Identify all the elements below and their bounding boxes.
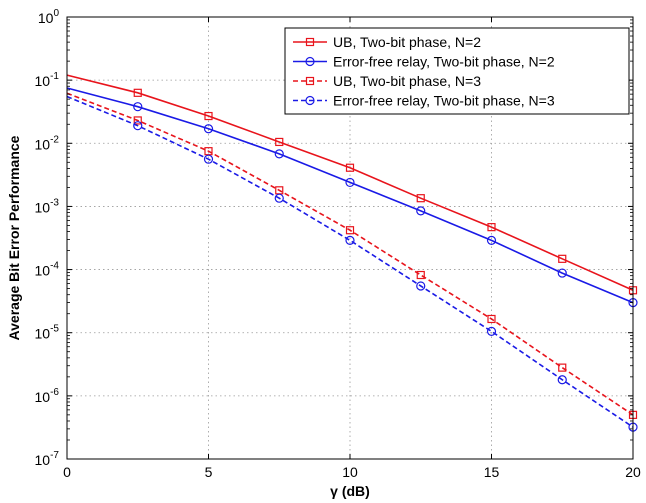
data-point xyxy=(133,102,143,112)
x-tick-label: 10 xyxy=(342,464,358,480)
plot-series xyxy=(66,74,638,432)
data-point xyxy=(204,111,213,121)
data-point xyxy=(345,177,355,188)
series-line xyxy=(66,92,634,416)
x-tick-label: 5 xyxy=(205,464,213,480)
y-tick-label: 10-5 xyxy=(35,324,60,342)
y-tick-label: 10-4 xyxy=(35,261,60,279)
legend-marker xyxy=(305,95,315,106)
data-point xyxy=(345,226,355,235)
data-point xyxy=(133,116,142,125)
legend-label: UB, Two-bit phase, N=3 xyxy=(333,73,481,89)
x-tick-label: 20 xyxy=(625,464,641,480)
series-2 xyxy=(66,87,638,308)
legend-label: Error-free relay, Two-bit phase, N=3 xyxy=(333,93,555,109)
x-tick-label: 15 xyxy=(484,464,500,480)
legend-item: UB, Two-bit phase, N=2 xyxy=(293,34,481,50)
data-point xyxy=(486,235,497,245)
data-point xyxy=(557,375,567,385)
series-1 xyxy=(66,74,638,295)
legend-marker xyxy=(305,76,315,86)
axes: 0 5 10 15 20 100 10-1 10-2 10-3 10-4 10-5 10-6 10-7 xyxy=(35,8,641,480)
data-point xyxy=(203,154,214,164)
legend: UB, Two-bit phase, N=2 Error-free relay, … xyxy=(284,27,630,115)
legend-item: Error-free relay, Two-bit phase, N=3 xyxy=(293,93,555,109)
data-point xyxy=(274,193,284,203)
data-point xyxy=(558,363,567,372)
grid xyxy=(67,17,633,459)
legend-label: Error-free relay, Two-bit phase, N=2 xyxy=(333,54,555,70)
y-tick-label: 100 xyxy=(38,8,60,26)
legend-marker xyxy=(305,56,315,67)
data-point xyxy=(416,270,425,280)
legend-label: UB, Two-bit phase, N=2 xyxy=(333,34,481,50)
y-axis-title: Average Bit Error Performance xyxy=(6,135,22,340)
data-point xyxy=(274,149,284,159)
legend-item: UB, Two-bit phase, N=3 xyxy=(293,73,481,89)
data-point xyxy=(345,163,355,172)
data-point xyxy=(487,223,496,232)
data-point xyxy=(133,88,142,97)
series-line xyxy=(66,74,634,292)
data-point xyxy=(203,124,214,134)
legend-item: Error-free relay, Two-bit phase, N=2 xyxy=(293,54,555,70)
data-point xyxy=(487,314,496,324)
data-point xyxy=(416,194,425,203)
data-point xyxy=(345,235,355,245)
series-line xyxy=(66,87,634,304)
x-axis-title: γ (dB) xyxy=(330,483,370,499)
data-point xyxy=(416,281,426,291)
x-tick-label: 0 xyxy=(63,464,71,480)
data-point xyxy=(557,268,567,278)
legend-marker xyxy=(305,37,315,47)
data-point xyxy=(275,137,284,147)
y-tick-label: 10-2 xyxy=(35,134,60,152)
data-point xyxy=(416,206,426,216)
y-tick-label: 10-7 xyxy=(35,450,60,468)
y-tick-label: 10-1 xyxy=(35,71,60,89)
legend-box xyxy=(284,27,630,115)
y-tick-label: 10-6 xyxy=(35,387,60,405)
y-tick-label: 10-3 xyxy=(35,197,60,215)
data-point xyxy=(486,326,497,336)
data-point xyxy=(133,121,143,131)
series-4 xyxy=(66,95,638,432)
data-point xyxy=(558,254,567,263)
